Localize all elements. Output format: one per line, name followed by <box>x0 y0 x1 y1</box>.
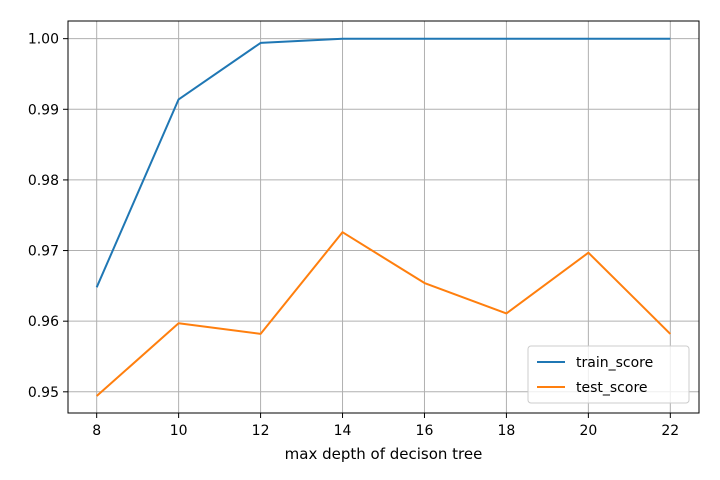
x-axis: 8 10 12 14 16 18 20 22 <box>92 413 679 439</box>
plot-frame <box>67 20 700 414</box>
y-tick-label: 0.96 <box>28 314 59 330</box>
x-axis-label: max depth of decison tree <box>285 445 483 463</box>
x-tick-label: 8 <box>92 423 101 439</box>
x-tick-label: 22 <box>661 423 679 439</box>
y-tick-label: 0.97 <box>28 244 59 260</box>
y-tick-label: 1.00 <box>28 32 59 48</box>
x-tick-label: 16 <box>416 423 434 439</box>
legend-label: test_score <box>576 380 648 396</box>
series-line-test_score <box>96 231 672 397</box>
legend: train_score test_score <box>527 345 690 404</box>
x-tick-label: 14 <box>334 423 352 439</box>
series-line-train_score <box>95 37 671 288</box>
series-lines <box>95 37 672 397</box>
y-tick-label: 0.99 <box>28 102 59 118</box>
x-tick-label: 20 <box>579 423 597 439</box>
x-tick-label: 12 <box>252 423 270 439</box>
x-tick-label: 10 <box>170 423 188 439</box>
y-axis: 0.95 0.96 0.97 0.98 0.99 1.00 <box>28 32 68 401</box>
y-tick-label: 0.98 <box>28 173 59 189</box>
legend-box <box>527 345 690 404</box>
legend-label: train_score <box>576 355 653 371</box>
y-tick-label: 0.95 <box>28 385 59 401</box>
x-tick-label: 18 <box>498 423 516 439</box>
